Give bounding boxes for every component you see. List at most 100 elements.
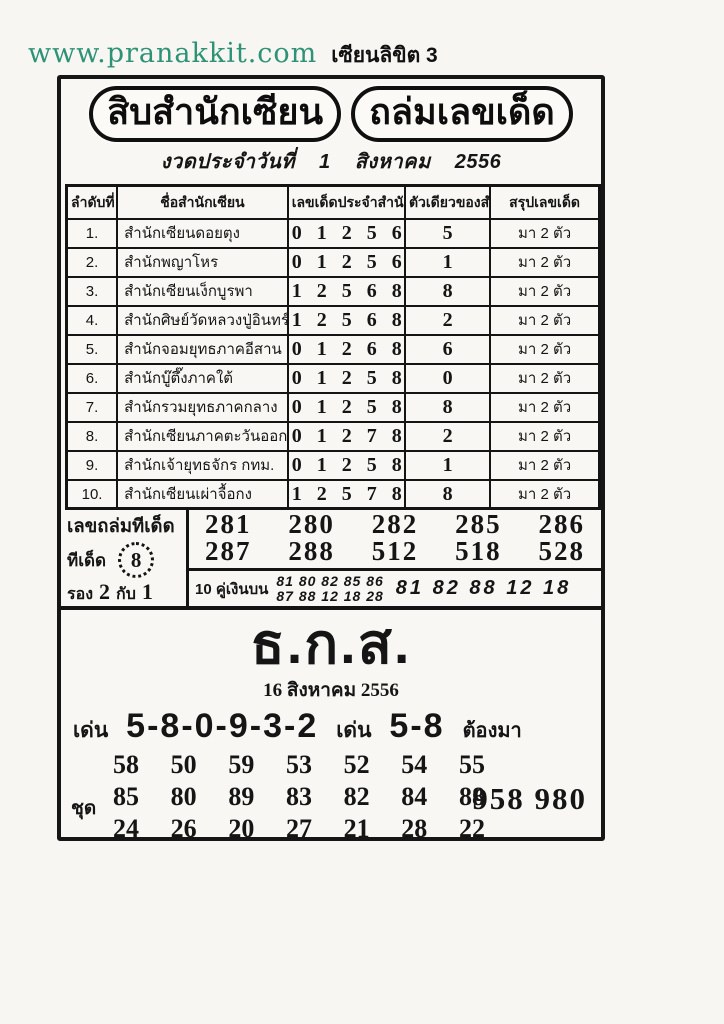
row-index: 2. <box>65 246 119 278</box>
table-row: 3. สำนักเซียนเง็กบูรพา 1 2 5 6 8 8 มา 2 ตัว <box>65 275 601 307</box>
hot-tip-line: ทีเด็ด 8 <box>67 542 182 579</box>
set-number: 59 <box>228 750 255 780</box>
office-name: สำนักรวมยุทธภาคกลาง <box>116 391 289 423</box>
must-come-label: ต้องมา <box>462 720 522 743</box>
hot-number: 282 <box>371 509 419 540</box>
office-single: 1 <box>403 449 492 481</box>
title-banner: สิบสำนักเซียน ถล่มเลขเด็ด <box>61 86 601 143</box>
watermark-title: เซียนลิขิต 3 <box>331 44 438 67</box>
set-block: ชุด 58 50 59 53 52 54 55 85 80 89 83 82 84 88 24 26 20 27… <box>61 749 601 844</box>
set-number: 52 <box>343 750 370 780</box>
den-numbers: 5-8-0-9-3-2 <box>126 707 319 746</box>
office-numbers: 0 1 2 7 8 <box>286 420 406 452</box>
set-label: ชุด <box>71 798 97 820</box>
header-summary: สรุปเลขเด็ด <box>489 184 601 220</box>
table-row: 8. สำนักเซียนภาคตะวันออก 0 1 2 7 8 2 มา 2 ตั… <box>65 420 601 452</box>
set-number: 27 <box>285 813 312 843</box>
hot-title: เลขถล่มทีเด็ด <box>67 515 175 537</box>
hot-number: 285 <box>455 509 502 540</box>
office-summary: มา 2 ตัว <box>489 217 601 249</box>
title-bubble-left: สิบสำนักเซียน <box>89 86 342 143</box>
backup-conjunction: กับ <box>116 586 136 604</box>
set-number: 83 <box>285 782 312 812</box>
office-name: สำนักจอมยุทธภาคอีสาน <box>116 333 289 365</box>
den2-numbers: 5-8 <box>389 707 445 746</box>
den-line: เด่น 5-8-0-9-3-2 เด่น 5-8 ต้องมา <box>61 705 601 747</box>
header-name: ชื่อสำนักเซียน <box>116 184 289 220</box>
set-number: 54 <box>401 750 428 780</box>
hot-numbers-section: เลขถล่มทีเด็ด ทีเด็ด 8 รอง 2 กับ 1 281 28… <box>61 510 601 607</box>
office-name: สำนักเซียนเผ่าจื้อกง <box>116 478 289 510</box>
table-header-row: ลำดับที่ ชื่อสำนักเซียน เลขเด็ดประจำสำนั… <box>65 184 601 220</box>
office-summary: มา 2 ตัว <box>489 391 601 423</box>
header-numbers: เลขเด็ดประจำสำนัก <box>286 184 406 220</box>
hot-number: 280 <box>288 509 335 540</box>
table-body: 1. สำนักเซียนดอยตุง 0 1 2 5 6 5 มา 2 ตัว 2. สำ… <box>65 217 601 510</box>
office-summary: มา 2 ตัว <box>489 304 601 336</box>
office-summary: มา 2 ตัว <box>489 449 601 481</box>
pairs-small-stack: 81 80 82 85 86 87 88 12 18 28 <box>276 574 383 603</box>
set-number: 85 <box>113 782 139 812</box>
office-single: 2 <box>403 420 492 452</box>
office-single: 8 <box>403 391 492 423</box>
hot-triples-row: 287 288 512 518 528 <box>205 538 585 565</box>
hot-backup-line: รอง 2 กับ 1 <box>67 579 182 607</box>
office-numbers: 1 2 5 7 8 <box>286 478 406 510</box>
row-index: 5. <box>65 333 119 365</box>
hot-triples: 281 280 282 285 286 287 288 512 518 528 <box>189 510 601 572</box>
watermark: www.pranakkit.com เซียนลิขิต 3 <box>28 38 438 72</box>
set-number: 24 <box>113 813 139 843</box>
office-single: 8 <box>403 478 492 510</box>
set-number: 28 <box>401 813 428 843</box>
set-number: 21 <box>343 813 370 843</box>
hot-number: 287 <box>205 536 252 567</box>
office-numbers: 1 2 5 6 8 <box>286 275 406 307</box>
set-number: 58 <box>113 750 139 780</box>
backup-number-1: 2 <box>99 579 111 605</box>
set-number: 53 <box>285 750 312 780</box>
set-number: 26 <box>170 813 197 843</box>
office-numbers: 0 1 2 5 6 <box>286 217 406 249</box>
office-numbers: 0 1 2 5 8 <box>286 362 406 394</box>
bank-title: ธ.ก.ส. <box>250 612 412 676</box>
table-row: 9. สำนักเจ้ายุทธจักร กทม. 0 1 2 5 8 1 มา 2 ต… <box>65 449 601 481</box>
row-index: 9. <box>65 449 119 481</box>
pairs-big: 81 82 88 12 18 <box>395 577 572 600</box>
office-single: 6 <box>403 333 492 365</box>
table-row: 10. สำนักเซียนเผ่าจื้อกง 1 2 5 7 8 8 มา 2 ตั… <box>65 478 601 510</box>
pairs-small-row: 87 88 12 18 28 <box>276 587 384 604</box>
title-bubble-right: ถล่มเลขเด็ด <box>351 86 573 143</box>
set-number: 55 <box>458 750 485 780</box>
set-number: 88 <box>458 782 485 812</box>
hot-right-panel: 281 280 282 285 286 287 288 512 518 528 10 คู่เงิ… <box>189 510 601 606</box>
office-name: สำนักศิษย์วัดหลวงปู่อินทร์ <box>116 304 289 336</box>
table-row: 1. สำนักเซียนดอยตุง 0 1 2 5 6 5 มา 2 ตัว <box>65 217 601 249</box>
set-number: 89 <box>228 782 255 812</box>
row-index: 8. <box>65 420 119 452</box>
hot-triples-row: 281 280 282 285 286 <box>205 511 585 538</box>
row-index: 1. <box>65 217 119 249</box>
bank-section: ธ.ก.ส. 16 สิงหาคม 2556 เด่น 5-8-0-9-3-2 … <box>61 606 601 850</box>
set-number: 82 <box>343 782 370 812</box>
set-number: 20 <box>228 813 255 843</box>
office-summary: มา 2 ตัว <box>489 275 601 307</box>
row-index: 10. <box>65 478 119 510</box>
set-grid: 58 50 59 53 52 54 55 85 80 89 83 82 84 88 24 26 20 27 21 28… <box>113 749 485 844</box>
set-number: 84 <box>401 782 428 812</box>
hot-number: 286 <box>538 509 585 540</box>
den-label: เด่น <box>73 719 109 743</box>
office-numbers: 0 1 2 6 8 <box>286 333 406 365</box>
set-number: 80 <box>170 782 197 812</box>
backup-number-2: 1 <box>141 579 153 605</box>
row-index: 3. <box>65 275 119 307</box>
row-index: 4. <box>65 304 119 336</box>
hot-number: 518 <box>455 536 502 567</box>
hot-number: 528 <box>538 536 585 567</box>
bank-date: 16 สิงหาคม 2556 <box>263 680 399 702</box>
office-single: 8 <box>403 275 492 307</box>
hot-tip-label: ทีเด็ด <box>67 550 107 570</box>
set-triples: 958 980 <box>472 781 587 817</box>
draw-date-subtitle: งวดประจำวันที่ 1 สิงหาคม 2556 <box>160 151 502 174</box>
hot-number: 281 <box>205 509 252 540</box>
